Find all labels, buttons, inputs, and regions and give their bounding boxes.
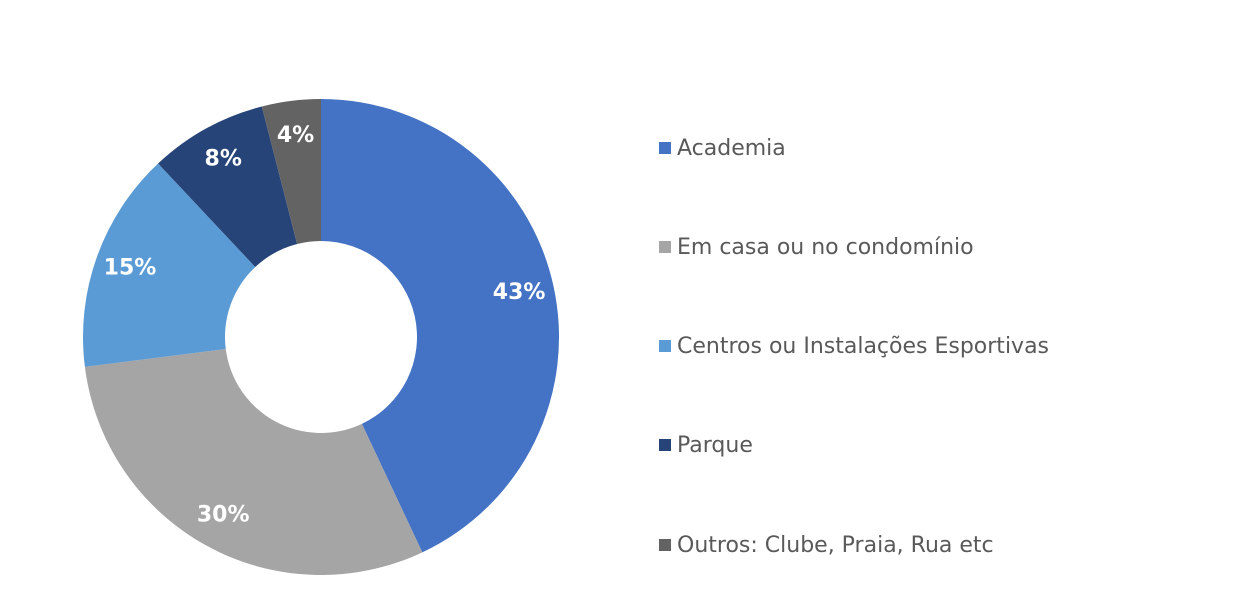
donut-slices	[82, 99, 560, 575]
legend-label-outros: Outros: Clube, Praia, Rua etc	[677, 532, 994, 558]
legend-label-parque: Parque	[677, 432, 753, 458]
slice-outros	[261, 99, 321, 245]
legend-swatch-parque	[659, 439, 671, 451]
slice-parque	[158, 106, 298, 268]
legend-label-em-casa: Em casa ou no condomínio	[677, 234, 974, 260]
slice-em-casa	[84, 349, 423, 575]
data-label-academia: 43%	[493, 280, 546, 305]
legend-label-centros: Centros ou Instalações Esportivas	[677, 333, 1050, 359]
legend-item-em-casa: Em casa ou no condomínio	[659, 227, 974, 267]
legend-swatch-outros	[659, 539, 671, 551]
legend-swatch-em-casa	[659, 241, 671, 253]
legend-item-parque: Parque	[659, 425, 753, 465]
legend-label-academia: Academia	[677, 135, 786, 161]
donut-data-labels: 43% 30% 15% 8% 4%	[104, 123, 546, 527]
data-label-outros: 4%	[277, 123, 314, 148]
legend-item-centros: Centros ou Instalações Esportivas	[659, 326, 1049, 366]
slice-centros	[82, 163, 256, 367]
slice-academia	[321, 99, 560, 553]
data-label-parque: 8%	[205, 147, 242, 172]
legend-swatch-centros	[659, 340, 671, 352]
data-label-centros: 15%	[104, 256, 157, 281]
data-label-em-casa: 30%	[197, 502, 250, 527]
legend-item-academia: Academia	[659, 128, 786, 168]
legend-item-outros: Outros: Clube, Praia, Rua etc	[659, 525, 994, 565]
legend-swatch-academia	[659, 142, 671, 154]
